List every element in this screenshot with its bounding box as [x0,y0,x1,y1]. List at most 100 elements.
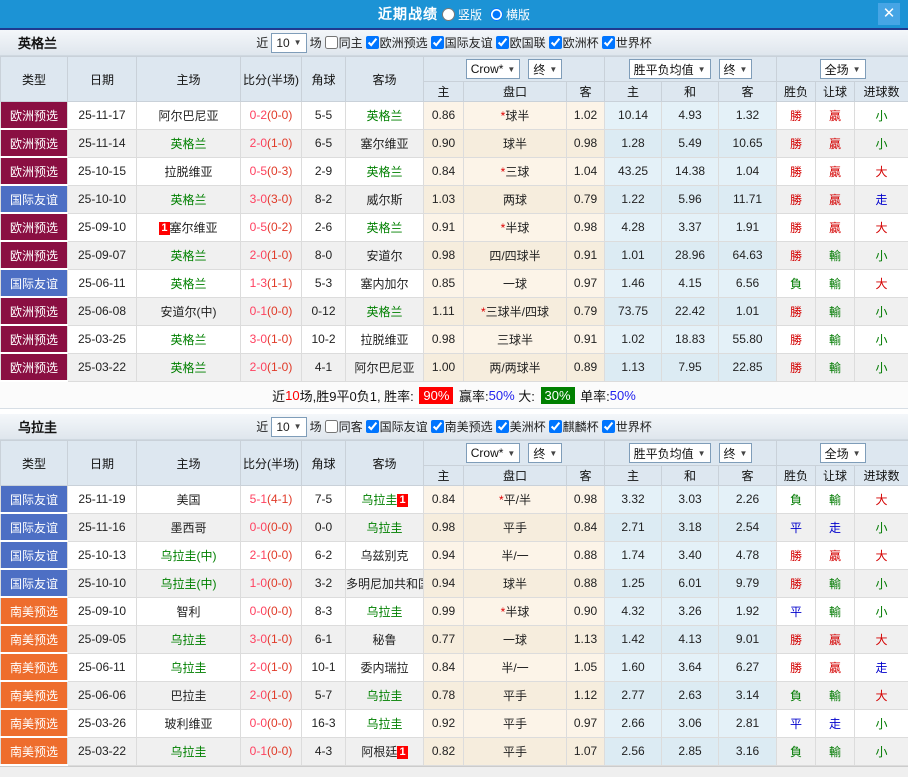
competition-checkbox[interactable] [602,420,615,433]
odds-source-select[interactable]: Crow*▼ [466,443,521,463]
col-handicap: 盘口 [464,82,567,102]
competition-checkbox[interactable] [431,420,444,433]
final-avg-select[interactable]: 终▼ [719,443,753,463]
team-label: 多明尼加共和国 [346,577,424,591]
fulltime-score: 0-1 [250,744,267,758]
handicap-label: 球半 [503,137,527,151]
team-label: 智利 [176,605,200,619]
close-icon[interactable]: ✕ [878,3,900,25]
team-label: 塞尔维亚 [170,221,218,235]
odds-home: 0.94 [424,569,464,597]
competition-filter-option[interactable]: 国际友谊 [366,418,428,435]
final-odds-select[interactable]: 终▼ [528,59,562,79]
layout-vertical-radio[interactable] [442,8,455,21]
same-venue-option[interactable]: 同客 [325,418,363,435]
col-score: 比分(半场) [241,441,302,486]
competition-checkbox[interactable] [549,36,562,49]
handicap: 四/四球半 [464,241,567,269]
handicap: 球半 [464,569,567,597]
competition-label: 国际友谊 [380,418,428,435]
competition-filter-option[interactable]: 世界杯 [602,34,652,51]
avg-home: 1.13 [605,353,662,381]
final-avg-select[interactable]: 终▼ [719,59,753,79]
handicap: *三球半/四球 [464,297,567,325]
odds-away: 0.88 [567,569,605,597]
result-winlose: 勝 [777,297,816,325]
competition-label: 世界杯 [616,418,652,435]
match-count-select-value: 10 [276,420,289,434]
same-venue-checkbox[interactable] [325,420,338,433]
result-handicap: 輸 [816,325,855,353]
corner-score: 2-6 [302,213,346,241]
competition-filter-option[interactable]: 南美预选 [431,418,493,435]
near-label: 近 [256,34,268,51]
handicap-label: 一球 [503,277,527,291]
result-goals: 走 [855,653,908,681]
same-venue-option[interactable]: 同主 [325,34,363,51]
competition-checkbox[interactable] [496,36,509,49]
rank-badge: 1 [397,746,407,759]
avg-draw: 3.03 [662,486,719,514]
result-winlose: 平 [777,597,816,625]
dropdown-arrow-icon: ▼ [549,65,557,74]
competition-checkbox[interactable] [496,420,509,433]
avg-odds-select[interactable]: 胜平负均值▼ [629,59,711,79]
layout-radio-group: 竖版 横版 [442,6,530,23]
competition-checkbox[interactable] [366,36,379,49]
same-venue-checkbox[interactable] [325,36,338,49]
competition-checkbox[interactable] [431,36,444,49]
match-scope-select[interactable]: 全场▼ [820,59,866,79]
handicap-label: 两/两球半 [489,361,540,375]
match-date: 25-06-11 [68,269,137,297]
final-odds-select[interactable]: 终▼ [528,443,562,463]
odds-source-select[interactable]: Crow*▼ [466,59,521,79]
layout-horizontal-radio[interactable] [490,8,503,21]
competition-filter-option[interactable]: 欧洲预选 [366,34,428,51]
match-date: 25-06-11 [68,653,137,681]
result-goals: 小 [855,353,908,381]
dropdown-arrow-icon: ▼ [507,449,515,458]
layout-horizontal-option[interactable]: 横版 [490,6,530,23]
result-winlose: 勝 [777,541,816,569]
fulltime-score: 1-0 [250,576,267,590]
result-handicap: 輸 [816,737,855,765]
result-handicap: 輸 [816,269,855,297]
team-label: 安道尔(中) [161,305,217,319]
match-type: 欧洲预选 [1,102,68,130]
col-avg-home: 主 [605,466,662,486]
avg-draw: 3.06 [662,709,719,737]
avg-odds-select[interactable]: 胜平负均值▼ [629,443,711,463]
competition-filter-option[interactable]: 欧国联 [496,34,546,51]
score: 2-0(1-0) [241,681,302,709]
team-label: 美国 [176,493,200,507]
competition-checkbox[interactable] [549,420,562,433]
match-count-select[interactable]: 10▼ [271,33,306,53]
result-goals: 小 [855,737,908,765]
handicap-label: 半/一 [501,661,528,675]
col-avg-home: 主 [605,82,662,102]
layout-vertical-option[interactable]: 竖版 [442,6,482,23]
competition-filter-option[interactable]: 国际友谊 [431,34,493,51]
avg-draw: 3.64 [662,653,719,681]
corner-score: 6-5 [302,129,346,157]
match-count-select[interactable]: 10▼ [271,417,306,437]
competition-checkbox[interactable] [366,420,379,433]
avg-away: 3.16 [719,737,777,765]
handicap-label: 球半 [503,577,527,591]
match-date: 25-11-14 [68,129,137,157]
odds-away: 0.79 [567,297,605,325]
competition-checkbox[interactable] [602,36,615,49]
match-scope-select[interactable]: 全场▼ [820,443,866,463]
home-team: 墨西哥 [137,513,241,541]
competition-filter-option[interactable]: 欧洲杯 [549,34,599,51]
competition-filter-option[interactable]: 麒麟杯 [549,418,599,435]
col-goals-result: 进球数 [855,82,908,102]
odds-away: 0.98 [567,486,605,514]
corner-score: 0-12 [302,297,346,325]
team-label: 乌拉圭 [366,717,402,731]
match-type: 南美预选 [1,737,68,765]
competition-filter-option[interactable]: 美洲杯 [496,418,546,435]
competition-filter-option[interactable]: 世界杯 [602,418,652,435]
fulltime-score: 0-2 [250,108,267,122]
